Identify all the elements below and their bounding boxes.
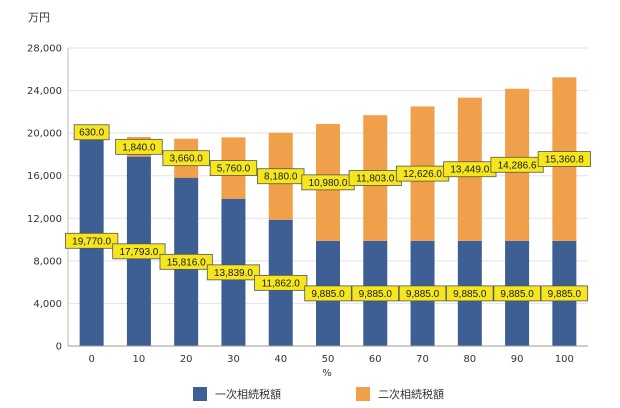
data-label-second-tax: 10,980.0 bbox=[301, 174, 355, 191]
data-label-second-tax-text: 5,760.0 bbox=[217, 164, 251, 175]
data-label-first-tax: 9,885.0 bbox=[304, 285, 352, 302]
x-tick-label: 50 bbox=[322, 354, 335, 365]
x-tick-label: 30 bbox=[227, 354, 240, 365]
x-tick-label: 0 bbox=[88, 354, 94, 365]
legend-swatch bbox=[356, 387, 370, 401]
data-label-second-tax: 630.0 bbox=[73, 124, 110, 141]
x-axis-ticks: 0 10 20 30 40 50 60 70 80 90 100 bbox=[88, 354, 573, 365]
y-tick-label: 0 bbox=[56, 342, 62, 353]
data-label-second-tax: 1,840.0 bbox=[115, 138, 163, 155]
x-axis-label: % bbox=[322, 368, 332, 379]
data-label-second-tax: 14,286.6 bbox=[490, 156, 544, 173]
x-tick-label: 70 bbox=[416, 354, 429, 365]
data-label-second-tax-text: 630.0 bbox=[79, 128, 104, 139]
y-tick-label: 28,000 bbox=[27, 44, 62, 55]
x-tick-label: 80 bbox=[463, 354, 476, 365]
data-label-first-tax-box bbox=[351, 285, 399, 302]
data-label-first-tax-box bbox=[398, 285, 447, 302]
bars bbox=[79, 77, 577, 346]
data-label-second-tax-text: 15,360.8 bbox=[545, 155, 584, 166]
data-label-first-tax-text: 9,885.0 bbox=[406, 289, 440, 300]
data-label-second-tax-text: 10,980.0 bbox=[309, 178, 348, 189]
data-label-second-tax: 3,660.0 bbox=[162, 150, 210, 167]
data-label-second-tax: 15,360.8 bbox=[537, 151, 591, 167]
data-label-first-tax: 9,885.0 bbox=[493, 285, 541, 302]
legend-label: 二次相続税額 bbox=[378, 387, 444, 401]
data-label-first-tax-box bbox=[446, 285, 494, 302]
data-label-first-tax: 13,839.0 bbox=[206, 264, 261, 281]
data-label-first-tax-box bbox=[206, 264, 261, 281]
y-tick-label: 8,000 bbox=[33, 256, 62, 267]
data-label-first-tax-text: 17,793.0 bbox=[119, 247, 158, 258]
data-label-first-tax-box bbox=[540, 285, 589, 302]
x-tick-label: 90 bbox=[511, 354, 524, 365]
x-tick-label: 100 bbox=[555, 354, 574, 365]
data-label-first-tax-text: 9,885.0 bbox=[500, 289, 534, 300]
data-label-first-tax: 9,885.0 bbox=[351, 285, 399, 302]
data-label-first-tax-text: 13,839.0 bbox=[214, 268, 253, 279]
data-label-first-tax-text: 9,885.0 bbox=[311, 289, 345, 300]
x-tick-label: 10 bbox=[133, 354, 146, 365]
data-label-first-tax: 17,793.0 bbox=[112, 243, 166, 260]
data-label-first-tax-text: 9,885.0 bbox=[453, 289, 487, 300]
data-label-first-tax-box bbox=[304, 285, 352, 302]
data-label-first-tax: 19,770.0 bbox=[65, 232, 119, 249]
data-label-first-tax-text: 11,862.0 bbox=[262, 278, 301, 289]
unit-label: 万円 bbox=[28, 11, 50, 24]
data-label-second-tax-box bbox=[537, 151, 591, 167]
data-label-second-tax-text: 1,840.0 bbox=[122, 142, 156, 153]
x-tick-label: 60 bbox=[369, 354, 382, 365]
data-label-second-tax: 12,626.0 bbox=[395, 165, 450, 182]
data-label-first-tax: 9,885.0 bbox=[446, 285, 494, 302]
data-label-second-tax-text: 14,286.6 bbox=[498, 160, 537, 171]
data-label-first-tax: 9,885.0 bbox=[398, 285, 447, 302]
data-label-first-tax-text: 9,885.0 bbox=[359, 289, 393, 300]
legend-label: 一次相続税額 bbox=[215, 387, 281, 401]
data-label-second-tax-text: 3,660.0 bbox=[169, 154, 203, 165]
legend-item: 一次相続税額 bbox=[193, 387, 281, 401]
legend: 一次相続税額 二次相続税額 bbox=[193, 387, 444, 401]
y-tick-label: 12,000 bbox=[27, 214, 62, 225]
x-tick-label: 40 bbox=[274, 354, 287, 365]
data-label-second-tax: 5,760.0 bbox=[209, 160, 258, 176]
data-label-first-tax-box bbox=[254, 274, 308, 291]
y-axis-ticks: 0 4,000 8,000 12,000 16,000 20,000 24,000 28,00… bbox=[27, 44, 62, 353]
y-tick-label: 24,000 bbox=[27, 86, 62, 97]
axes bbox=[67, 48, 588, 347]
data-label-second-tax-text: 13,449.0 bbox=[450, 165, 489, 176]
data-label-second-tax-box bbox=[209, 160, 258, 176]
data-label-first-tax-box bbox=[493, 285, 541, 302]
data-label-second-tax: 8,180.0 bbox=[257, 168, 305, 185]
data-label-second-tax: 13,449.0 bbox=[443, 161, 497, 178]
data-label-second-tax-box bbox=[73, 124, 110, 141]
y-tick-label: 4,000 bbox=[33, 299, 62, 310]
data-label-first-tax-box bbox=[159, 253, 213, 270]
data-label-first-tax: 11,862.0 bbox=[254, 274, 308, 291]
data-label-first-tax: 15,816.0 bbox=[159, 253, 213, 270]
legend-item: 二次相続税額 bbox=[356, 387, 444, 401]
data-label-second-tax-text: 12,626.0 bbox=[403, 169, 442, 180]
x-tick-label: 20 bbox=[180, 354, 193, 365]
data-label-second-tax-box bbox=[162, 150, 210, 167]
legend-swatch bbox=[193, 387, 207, 401]
data-label-second-tax-text: 11,803.0 bbox=[356, 173, 395, 184]
data-label-second-tax-box bbox=[115, 138, 163, 155]
data-label-first-tax: 9,885.0 bbox=[540, 285, 589, 302]
data-label-second-tax-text: 8,180.0 bbox=[264, 172, 298, 183]
data-label-first-tax-box bbox=[65, 232, 119, 249]
data-label-second-tax: 11,803.0 bbox=[348, 170, 402, 186]
data-labels: 19,770.0 630.0 17,793.0 1,840.0 15,816.0 3,66… bbox=[65, 124, 591, 302]
y-tick-label: 16,000 bbox=[27, 171, 62, 182]
data-label-first-tax-text: 15,816.0 bbox=[167, 257, 206, 268]
data-label-first-tax-text: 19,770.0 bbox=[72, 236, 111, 247]
y-tick-label: 20,000 bbox=[27, 129, 62, 140]
data-label-first-tax-text: 9,885.0 bbox=[548, 289, 582, 300]
data-label-first-tax-box bbox=[112, 243, 166, 260]
